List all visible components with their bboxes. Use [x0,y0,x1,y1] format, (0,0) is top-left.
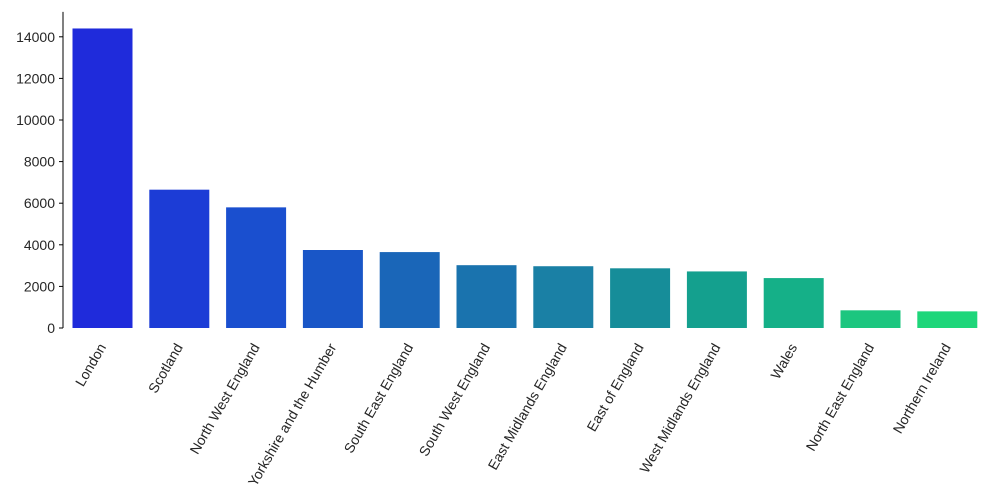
y-tick-label: 10000 [16,112,55,128]
x-tick-label: South East England [341,341,417,456]
bar-wales [763,278,824,328]
bar-north-east-england [840,310,901,328]
bars-group [72,28,978,328]
x-tick-label: North West England [186,341,262,457]
y-tick-label: 0 [47,320,55,336]
x-tick-label: Yorkshire and the Humber [245,340,340,489]
x-tick-label: Scotland [145,341,186,396]
x-axis-labels: London Scotland North West EnglandYorkshir… [72,340,954,489]
y-tick-label: 12000 [16,70,55,86]
x-tick-label: Wales [767,341,800,382]
bar-south-east-england [379,252,440,328]
y-tick-label: 14000 [16,29,55,45]
x-tick-label: South West England [416,341,494,459]
y-tick-label: 2000 [24,278,55,294]
bar-west-midlands-england [686,271,747,328]
bar-scotland [149,189,210,328]
x-tick-label: East Midlands England [484,341,569,473]
x-tick-label: London [72,341,109,389]
y-tick-label: 8000 [24,154,55,170]
bar-east-of-england [610,268,671,328]
bar-london [72,28,133,328]
y-tick-label: 4000 [24,237,55,253]
y-tick-label: 6000 [24,195,55,211]
bar-northern-ireland [917,311,978,328]
y-axis: 0 2000 4000 6000 8000 10000 12000 14000 [16,11,64,336]
x-tick-label: North East England [803,341,878,454]
x-tick-label: Northern Ireland [889,341,953,437]
bar-yorkshire-and-the-humber [302,250,363,328]
x-tick-label: East of England [583,341,646,435]
x-tick-label: West Midlands England [636,341,723,476]
bar-east-midlands-england [533,266,594,328]
bar-north-west-england [226,207,287,328]
bar-south-west-england [456,265,517,328]
